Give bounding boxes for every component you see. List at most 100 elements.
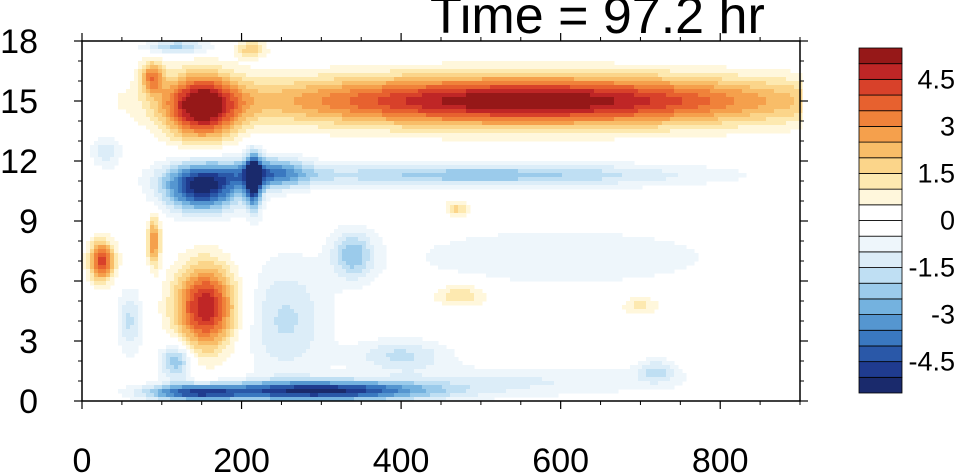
heatmap-cell — [494, 181, 499, 186]
heatmap-cell — [150, 229, 155, 234]
heatmap-cell — [202, 253, 207, 258]
heatmap-cell — [346, 225, 351, 230]
heatmap-cell — [378, 169, 383, 174]
heatmap-cell — [438, 133, 443, 138]
heatmap-cell — [594, 237, 599, 242]
heatmap-cell — [358, 101, 363, 106]
heatmap-cell — [442, 169, 447, 174]
heatmap-cell — [650, 169, 655, 174]
heatmap-cell — [482, 69, 487, 74]
heatmap-cell — [778, 121, 783, 126]
heatmap-cell — [302, 121, 307, 126]
heatmap-cell — [194, 245, 199, 250]
heatmap-cell — [322, 125, 327, 130]
heatmap-cell — [658, 93, 663, 98]
heatmap-cell — [586, 129, 591, 134]
heatmap-cell — [478, 101, 483, 106]
heatmap-cell — [198, 181, 203, 186]
heatmap-cell — [186, 93, 191, 98]
heatmap-cell — [762, 109, 767, 114]
heatmap-cell — [502, 97, 507, 102]
heatmap-cell — [530, 129, 535, 134]
heatmap-cell — [310, 185, 315, 190]
heatmap-cell — [178, 209, 183, 214]
heatmap-cell — [394, 125, 399, 130]
heatmap-cell — [746, 69, 751, 74]
heatmap-cell — [146, 109, 151, 114]
heatmap-cell — [758, 101, 763, 106]
heatmap-cell — [262, 109, 267, 114]
heatmap-cell — [746, 105, 751, 110]
heatmap-cell — [178, 213, 183, 218]
heatmap-cell — [350, 161, 355, 166]
heatmap-cell — [754, 105, 759, 110]
heatmap-cell — [510, 113, 515, 118]
heatmap-cell — [558, 89, 563, 94]
heatmap-cell — [586, 173, 591, 178]
heatmap-cell — [610, 121, 615, 126]
heatmap-cell — [466, 121, 471, 126]
heatmap-cell — [274, 173, 279, 178]
heatmap-cell — [790, 73, 795, 78]
heatmap-cell — [614, 81, 619, 86]
heatmap-cell — [350, 225, 355, 230]
heatmap-cell — [498, 133, 503, 138]
heatmap-cell — [130, 85, 135, 90]
heatmap-cell — [394, 65, 399, 70]
heatmap-cell — [506, 101, 511, 106]
heatmap-cell — [510, 61, 515, 66]
heatmap-cell — [526, 77, 531, 82]
heatmap-cell — [206, 141, 211, 146]
heatmap-cell — [518, 133, 523, 138]
heatmap-cell — [306, 169, 311, 174]
heatmap-cell — [182, 189, 187, 194]
heatmap-cell — [638, 177, 643, 182]
heatmap-cell — [250, 97, 255, 102]
heatmap-cell — [226, 137, 231, 142]
heatmap-cell — [282, 97, 287, 102]
heatmap-cell — [662, 89, 667, 94]
heatmap-cell — [714, 81, 719, 86]
heatmap-cell — [654, 169, 659, 174]
heatmap-cell — [298, 89, 303, 94]
heatmap-cell — [222, 125, 227, 130]
heatmap-cell — [638, 101, 643, 106]
heatmap-cell — [262, 149, 267, 154]
heatmap-cell — [278, 181, 283, 186]
heatmap-cell — [290, 169, 295, 174]
heatmap-cell — [262, 125, 267, 130]
heatmap-cell — [578, 137, 583, 142]
heatmap-cell — [314, 185, 319, 190]
heatmap-cell — [594, 241, 599, 246]
heatmap-cell — [770, 125, 775, 130]
heatmap-cell — [674, 73, 679, 78]
heatmap-cell — [602, 129, 607, 134]
heatmap-cell — [398, 165, 403, 170]
heatmap-cell — [550, 249, 555, 254]
heatmap-cell — [566, 93, 571, 98]
heatmap-cell — [202, 161, 207, 166]
heatmap-cell — [158, 85, 163, 90]
heatmap-cell — [102, 149, 107, 154]
heatmap-cell — [418, 165, 423, 170]
heatmap-cell — [202, 189, 207, 194]
heatmap-cell — [458, 161, 463, 166]
heatmap-cell — [258, 161, 263, 166]
heatmap-cell — [162, 93, 167, 98]
heatmap-cell — [346, 125, 351, 130]
heatmap-cell — [694, 133, 699, 138]
heatmap-cell — [414, 173, 419, 178]
heatmap-cell — [750, 93, 755, 98]
heatmap-cell — [406, 81, 411, 86]
heatmap-cell — [578, 85, 583, 90]
heatmap-cell — [438, 81, 443, 86]
heatmap-cell — [322, 97, 327, 102]
heatmap-cell — [450, 165, 455, 170]
heatmap-cell — [758, 109, 763, 114]
heatmap-cell — [618, 161, 623, 166]
heatmap-cell — [770, 117, 775, 122]
heatmap-cell — [646, 105, 651, 110]
heatmap-cell — [794, 93, 799, 98]
heatmap-cell — [570, 89, 575, 94]
heatmap-cell — [714, 73, 719, 78]
